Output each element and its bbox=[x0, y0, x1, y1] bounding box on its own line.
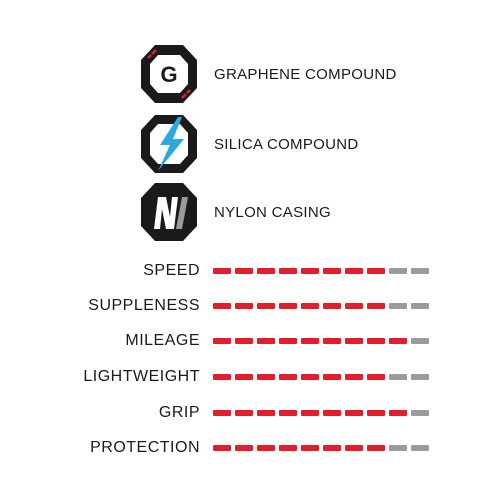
rating-label: PROTECTION bbox=[90, 439, 200, 456]
rating-segment-filled bbox=[301, 410, 319, 416]
rating-bar bbox=[213, 374, 429, 380]
rating-segment-filled bbox=[235, 268, 253, 274]
rating-segment-empty bbox=[411, 445, 429, 451]
rating-row-suppleness: SUPPLENESS bbox=[0, 293, 500, 319]
rating-segment-empty bbox=[389, 445, 407, 451]
rating-segment-filled bbox=[323, 445, 341, 451]
graphene-compound-icon: G bbox=[141, 45, 197, 103]
rating-segment-filled bbox=[345, 268, 363, 274]
rating-segment-filled bbox=[257, 303, 275, 309]
feature-label: GRAPHENE COMPOUND bbox=[214, 65, 397, 83]
rating-segment-filled bbox=[323, 338, 341, 344]
rating-row-lightweight: LIGHTWEIGHT bbox=[0, 364, 500, 390]
rating-segment-filled bbox=[235, 303, 253, 309]
rating-segment-filled bbox=[301, 374, 319, 380]
rating-bar bbox=[213, 303, 429, 309]
rating-label: LIGHTWEIGHT bbox=[83, 368, 200, 385]
rating-segment-filled bbox=[257, 268, 275, 274]
rating-segment-filled bbox=[279, 268, 297, 274]
rating-segment-filled bbox=[235, 338, 253, 344]
rating-segment-empty bbox=[411, 338, 429, 344]
rating-segment-filled bbox=[301, 268, 319, 274]
feature-graphene: G GRAPHENE COMPOUND bbox=[138, 41, 397, 107]
rating-segment-filled bbox=[367, 338, 385, 344]
feature-label: NYLON CASING bbox=[214, 203, 331, 221]
rating-segment-filled bbox=[235, 374, 253, 380]
rating-segment-filled bbox=[301, 445, 319, 451]
rating-segment-filled bbox=[257, 445, 275, 451]
rating-row-grip: GRIP bbox=[0, 400, 500, 426]
rating-segment-filled bbox=[235, 410, 253, 416]
rating-segment-filled bbox=[279, 303, 297, 309]
rating-segment-filled bbox=[323, 303, 341, 309]
rating-segment-filled bbox=[213, 338, 231, 344]
rating-segment-empty bbox=[389, 374, 407, 380]
rating-segment-filled bbox=[257, 338, 275, 344]
rating-segment-filled bbox=[235, 445, 253, 451]
rating-segment-filled bbox=[279, 445, 297, 451]
rating-segment-filled bbox=[367, 445, 385, 451]
rating-row-mileage: MILEAGE bbox=[0, 328, 500, 354]
rating-segment-filled bbox=[257, 410, 275, 416]
rating-bar bbox=[213, 338, 429, 344]
rating-segment-empty bbox=[411, 374, 429, 380]
rating-segment-filled bbox=[389, 338, 407, 344]
rating-segment-filled bbox=[301, 303, 319, 309]
rating-segment-filled bbox=[257, 374, 275, 380]
rating-segment-empty bbox=[389, 268, 407, 274]
rating-segment-filled bbox=[213, 303, 231, 309]
rating-segment-filled bbox=[345, 410, 363, 416]
rating-segment-filled bbox=[367, 303, 385, 309]
rating-segment-filled bbox=[279, 374, 297, 380]
rating-segment-filled bbox=[389, 410, 407, 416]
rating-label: MILEAGE bbox=[125, 332, 200, 349]
nylon-casing-icon bbox=[141, 183, 197, 241]
rating-segment-filled bbox=[323, 374, 341, 380]
graphene-badge-letter: G bbox=[160, 62, 177, 87]
rating-bar bbox=[213, 445, 429, 451]
feature-label: SILICA COMPOUND bbox=[214, 135, 359, 153]
rating-label: SPEED bbox=[143, 262, 200, 279]
rating-segment-filled bbox=[345, 374, 363, 380]
rating-segment-filled bbox=[213, 445, 231, 451]
rating-segment-filled bbox=[301, 338, 319, 344]
rating-segment-empty bbox=[411, 303, 429, 309]
rating-segment-empty bbox=[389, 303, 407, 309]
rating-segment-filled bbox=[213, 410, 231, 416]
rating-segment-filled bbox=[367, 374, 385, 380]
feature-silica: SILICA COMPOUND bbox=[138, 111, 359, 177]
rating-segment-filled bbox=[279, 338, 297, 344]
rating-label: SUPPLENESS bbox=[88, 297, 200, 314]
rating-segment-filled bbox=[345, 338, 363, 344]
rating-segment-empty bbox=[411, 410, 429, 416]
rating-segment-filled bbox=[367, 268, 385, 274]
feature-nylon: NYLON CASING bbox=[138, 179, 331, 245]
rating-segment-filled bbox=[345, 445, 363, 451]
rating-segment-filled bbox=[367, 410, 385, 416]
rating-label: GRIP bbox=[158, 404, 200, 421]
silica-compound-icon bbox=[141, 115, 197, 173]
rating-bar bbox=[213, 268, 429, 274]
rating-segment-filled bbox=[345, 303, 363, 309]
rating-row-speed: SPEED bbox=[0, 258, 500, 284]
rating-segment-filled bbox=[213, 374, 231, 380]
rating-row-protection: PROTECTION bbox=[0, 435, 500, 461]
rating-segment-filled bbox=[213, 268, 231, 274]
rating-segment-filled bbox=[323, 410, 341, 416]
rating-segment-filled bbox=[323, 268, 341, 274]
rating-bar bbox=[213, 410, 429, 416]
rating-segment-empty bbox=[411, 268, 429, 274]
rating-segment-filled bbox=[279, 410, 297, 416]
